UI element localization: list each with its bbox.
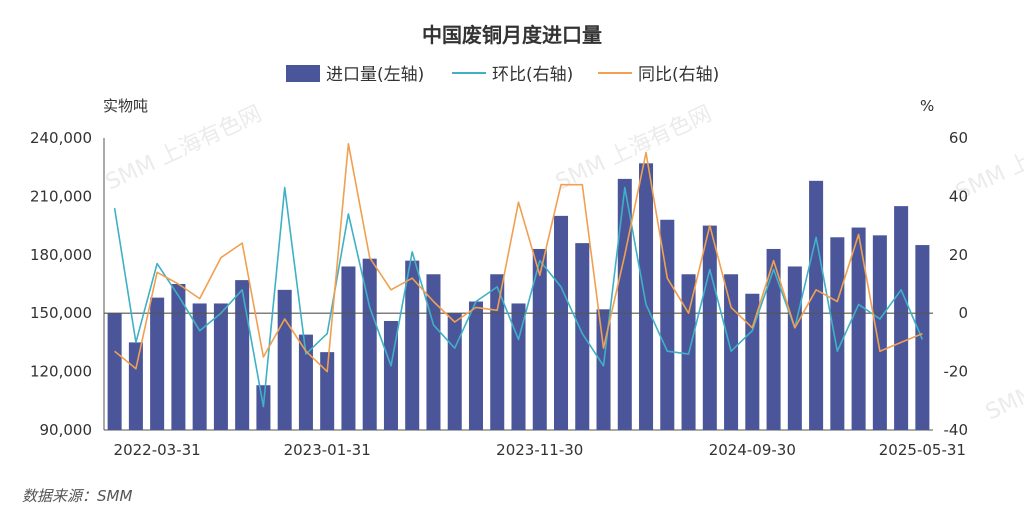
bar-16: [447, 313, 462, 430]
bar-2: [150, 297, 165, 430]
data-source: 数据来源：SMM: [22, 487, 132, 505]
bar-32: [787, 266, 802, 430]
bar-22: [575, 243, 590, 430]
bar-20: [532, 248, 547, 430]
x-tick-label-0: 2022-03-31: [114, 441, 201, 459]
watermark-0: SMM 上海有色网: [102, 101, 266, 195]
bar-33: [809, 180, 824, 430]
x-tick-label-1: 2023-01-31: [284, 441, 371, 459]
bar-4: [192, 303, 207, 430]
bar-6: [235, 280, 250, 430]
bar-12: [362, 258, 377, 430]
bar-25: [639, 163, 654, 430]
bar-17: [468, 301, 484, 430]
x-tick-label-4: 2025-05-31: [879, 441, 966, 459]
left-axis-ticks: 90,000 120,000 150,000 180,000 210,000 240,00…: [30, 129, 92, 439]
right-tick-label: 60: [949, 129, 968, 147]
bar-35: [851, 227, 866, 430]
bar-19: [511, 303, 526, 430]
line-series-0: [113, 186, 924, 408]
left-tick-label: 120,000: [30, 363, 92, 381]
right-tick-label: -40: [944, 421, 969, 439]
watermark-1: SMM 上海有色网: [552, 101, 716, 195]
bar-5: [213, 303, 228, 430]
left-tick-label: 90,000: [40, 421, 93, 439]
right-tick-label: 40: [949, 187, 968, 205]
bar-36: [872, 235, 887, 430]
bar-11: [341, 266, 356, 430]
bar-31: [766, 248, 781, 430]
legend-label-yoy: 同比(右轴): [638, 65, 719, 85]
bar-30: [745, 293, 760, 430]
bar-0: [107, 313, 122, 430]
bar-37: [894, 206, 909, 430]
line-series-1: [114, 143, 923, 373]
bar-14: [405, 260, 420, 430]
left-tick-label: 150,000: [30, 304, 92, 322]
legend-swatch-bar: [286, 65, 320, 82]
bar-21: [553, 215, 569, 430]
right-axis-unit: %: [920, 97, 934, 115]
bar-26: [660, 219, 675, 430]
bar-9: [298, 334, 313, 430]
x-tick-label-2: 2023-11-30: [496, 441, 583, 459]
left-tick-label: 210,000: [30, 187, 92, 205]
bar-3: [171, 284, 186, 430]
legend-label-mom: 环比(右轴): [492, 65, 573, 85]
bar-10: [320, 352, 335, 430]
left-tick-label: 180,000: [30, 246, 92, 264]
bar-34: [830, 237, 845, 430]
bar-1: [128, 342, 143, 430]
bar-28: [702, 225, 717, 430]
bar-7: [256, 385, 271, 430]
bar-15: [426, 274, 441, 430]
chart-title: 中国废铜月度进口量: [422, 23, 602, 47]
x-tick-label-3: 2024-09-30: [709, 441, 796, 459]
x-axis-ticks: 2022-03-31 2023-01-31 2023-11-30 2024-09-30…: [114, 441, 966, 459]
bar-29: [724, 274, 739, 430]
right-tick-label: -20: [944, 363, 969, 381]
right-axis-ticks: -40 -20 0 20 40 60: [944, 129, 969, 439]
right-tick-label: 0: [958, 304, 968, 322]
left-axis-unit: 实物吨: [103, 97, 148, 115]
left-tick-label: 240,000: [30, 129, 92, 147]
bar-8: [277, 289, 292, 430]
watermark-3: SMM 上海有色网: [982, 331, 1024, 425]
legend-label-import: 进口量(左轴): [326, 65, 424, 85]
legend: 进口量(左轴) 环比(右轴) 同比(右轴): [286, 65, 719, 85]
line-series: [113, 143, 924, 408]
right-tick-label: 20: [949, 246, 968, 264]
